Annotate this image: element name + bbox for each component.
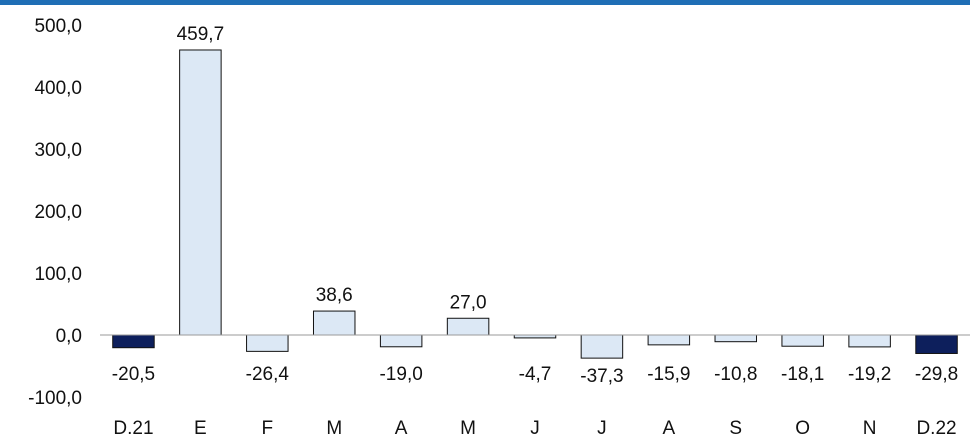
data-label: 38,6	[316, 285, 353, 306]
data-label: -19,2	[848, 364, 891, 385]
data-label: -15,9	[647, 364, 690, 385]
x-tick-label: E	[194, 418, 207, 439]
data-label: -37,3	[580, 366, 623, 387]
y-axis-ticks: 500,0 400,0 300,0 200,0 100,0 0,0 -100,0	[28, 16, 82, 409]
x-tick-label: D.22	[916, 418, 956, 439]
x-tick-label: J	[530, 418, 540, 439]
data-label: -4,7	[519, 364, 552, 385]
data-label: -26,4	[246, 364, 290, 385]
x-tick-label: A	[395, 418, 408, 439]
data-labels: -20,5 459,7 -26,4 38,6 -19,0 27,0 -4,7 -37,3 -15…	[112, 24, 958, 387]
bar	[179, 49, 222, 336]
data-label: 27,0	[450, 292, 487, 313]
x-tick-label: F	[262, 418, 274, 439]
x-tick-label: S	[729, 418, 742, 439]
x-tick-label: J	[597, 418, 607, 439]
bars	[112, 49, 958, 359]
y-tick-label: 500,0	[34, 16, 82, 37]
bar	[580, 334, 624, 359]
data-label: -19,0	[379, 364, 422, 385]
x-tick-label: M	[460, 418, 476, 439]
x-tick-label: M	[326, 418, 342, 439]
bar	[848, 334, 891, 348]
bar	[379, 334, 423, 348]
bar	[647, 334, 691, 346]
x-tick-label: O	[795, 418, 810, 439]
bar	[112, 334, 155, 349]
bar	[714, 334, 758, 343]
data-label: -18,1	[781, 364, 824, 385]
y-tick-label: 300,0	[34, 140, 82, 161]
y-tick-label: 400,0	[34, 78, 82, 99]
top-rule	[0, 0, 970, 5]
y-tick-label: 0,0	[56, 326, 82, 347]
bar	[781, 334, 824, 347]
data-label: 459,7	[177, 24, 225, 45]
y-tick-label: 100,0	[34, 264, 82, 285]
bar	[312, 310, 356, 336]
bar	[446, 317, 490, 336]
data-label: -29,8	[915, 364, 958, 385]
y-tick-label: -100,0	[28, 388, 82, 409]
x-tick-label: N	[863, 418, 877, 439]
x-tick-label: D.21	[113, 418, 153, 439]
data-label: -20,5	[112, 364, 155, 385]
bar	[246, 334, 289, 352]
x-tick-label: A	[663, 418, 676, 439]
y-tick-label: 200,0	[34, 202, 82, 223]
data-label: -10,8	[714, 364, 757, 385]
x-axis-labels: D.21 E F M A M J J A S O N D.22	[113, 418, 956, 439]
bar	[915, 334, 958, 354]
